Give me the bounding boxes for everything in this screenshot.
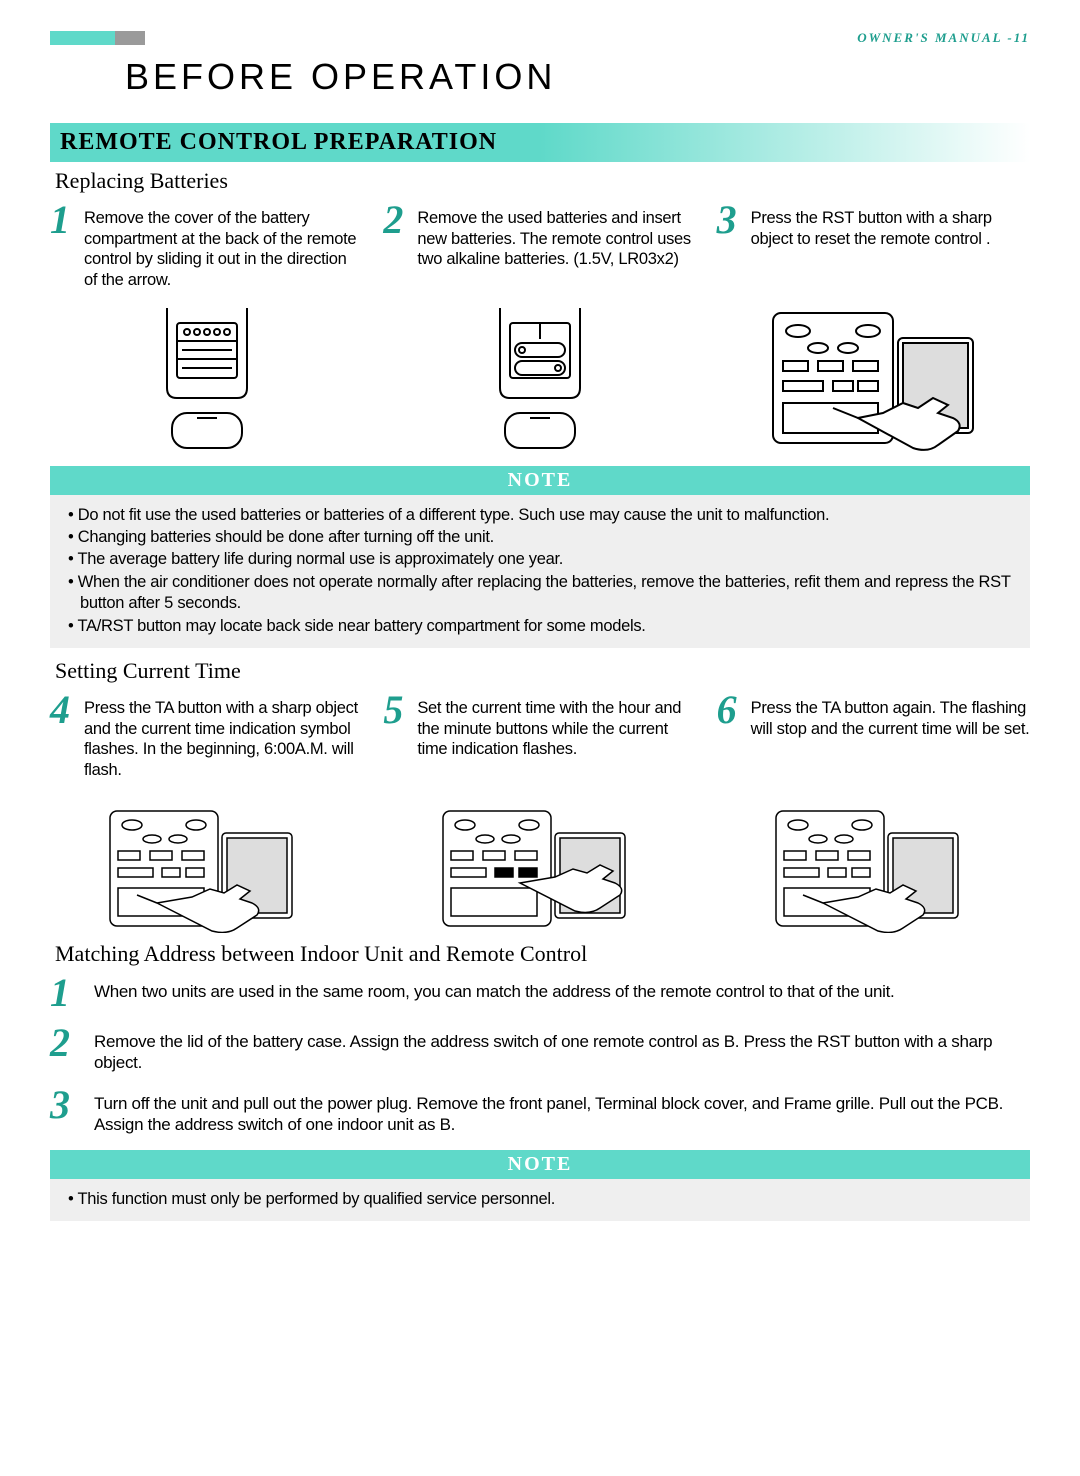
replacing-steps-row: 1 Remove the cover of the battery compar… <box>50 202 1030 291</box>
top-bar: OWNER'S MANUAL -11 <box>50 30 1030 46</box>
step-number: 2 <box>50 1025 84 1074</box>
step-text: Remove the used batteries and insert new… <box>417 202 696 291</box>
step-number: 2 <box>383 202 411 291</box>
step-number: 5 <box>383 692 411 781</box>
note-header: NOTE <box>50 466 1030 495</box>
note-box-1: NOTE Do not fit use the used batteries o… <box>50 466 1030 649</box>
step-text: Press the RST button with a sharp object… <box>751 202 1030 291</box>
page-title: BEFORE OPERATION <box>125 56 1030 98</box>
illustration-remote-ta-press <box>50 791 363 946</box>
matching-step-1: 1 When two units are used in the same ro… <box>50 975 1030 1011</box>
section-banner: REMOTE CONTROL PREPARATION <box>50 123 1030 162</box>
step-number: 1 <box>50 202 78 291</box>
note-item: Changing batteries should be done after … <box>64 527 1016 548</box>
replacing-batteries-heading: Replacing Batteries <box>55 168 1030 194</box>
matching-step-2: 2 Remove the lid of the battery case. As… <box>50 1025 1030 1074</box>
note-box-2: NOTE This function must only be performe… <box>50 1150 1030 1221</box>
accent-cyan-bar <box>50 31 115 45</box>
step-number: 4 <box>50 692 78 781</box>
step-number: 3 <box>717 202 745 291</box>
step-3: 3 Press the RST button with a sharp obje… <box>717 202 1030 291</box>
note-body: Do not fit use the used batteries or bat… <box>50 495 1030 649</box>
illustration-remote-back-cover <box>50 301 363 456</box>
step-4: 4 Press the TA button with a sharp objec… <box>50 692 363 781</box>
step-text: Turn off the unit and pull out the power… <box>94 1087 1030 1136</box>
step-2: 2 Remove the used batteries and insert n… <box>383 202 696 291</box>
step-number: 6 <box>717 692 745 781</box>
note-item: This function must only be performed by … <box>64 1189 1016 1210</box>
illustration-remote-batteries <box>383 301 696 456</box>
illustration-remote-hourmin-press <box>383 791 696 946</box>
step-number: 1 <box>50 975 84 1011</box>
step-text: Remove the lid of the battery case. Assi… <box>94 1025 1030 1074</box>
matching-step-3: 3 Turn off the unit and pull out the pow… <box>50 1087 1030 1136</box>
setting-time-heading: Setting Current Time <box>55 658 1030 684</box>
note-item: TA/RST button may locate back side near … <box>64 616 1016 637</box>
step-text: Press the TA button again. The flashing … <box>751 692 1030 781</box>
note-header: NOTE <box>50 1150 1030 1179</box>
step-number: 3 <box>50 1087 84 1136</box>
setting-time-steps-row: 4 Press the TA button with a sharp objec… <box>50 692 1030 781</box>
step-6: 6 Press the TA button again. The flashin… <box>717 692 1030 781</box>
illustration-remote-ta-press-again <box>717 791 1030 946</box>
step-text: Remove the cover of the battery compartm… <box>84 202 363 291</box>
step-text: When two units are used in the same room… <box>94 975 894 1011</box>
header-page-label: OWNER'S MANUAL -11 <box>857 30 1030 46</box>
illustration-row-2 <box>50 791 1030 931</box>
illustration-row-1 <box>50 301 1030 456</box>
accent-gray-bar <box>115 31 145 45</box>
note-body: This function must only be performed by … <box>50 1179 1030 1221</box>
step-text: Press the TA button with a sharp object … <box>84 692 363 781</box>
note-item: Do not fit use the used batteries or bat… <box>64 505 1016 526</box>
note-item: The average battery life during normal u… <box>64 549 1016 570</box>
note-item: When the air conditioner does not operat… <box>64 572 1016 615</box>
top-accent-bars <box>50 31 145 45</box>
illustration-remote-rst-press <box>717 301 1030 456</box>
step-5: 5 Set the current time with the hour and… <box>383 692 696 781</box>
step-1: 1 Remove the cover of the battery compar… <box>50 202 363 291</box>
step-text: Set the current time with the hour and t… <box>417 692 696 781</box>
